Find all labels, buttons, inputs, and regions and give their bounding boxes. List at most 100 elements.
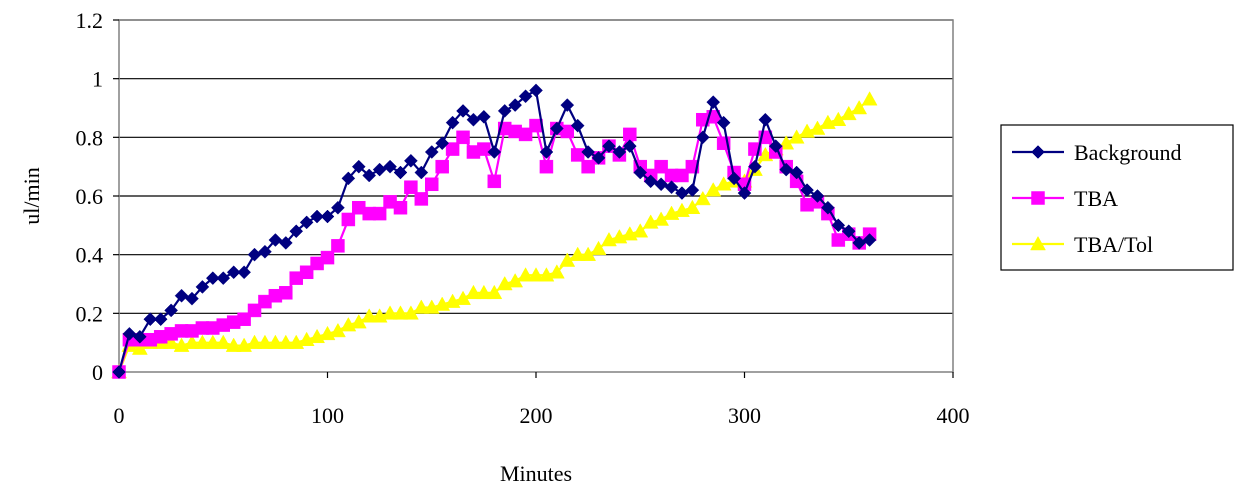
data-point-background: [216, 271, 231, 285]
data-point-background: [404, 153, 418, 168]
data-point-tba: [435, 159, 449, 174]
data-point-background: [539, 145, 554, 159]
data-point-background: [289, 224, 304, 239]
data-point-background: [456, 104, 470, 118]
y-axis-title: ul/min: [19, 167, 44, 224]
data-point-tba-tol: [392, 305, 409, 320]
data-point-background: [424, 145, 439, 159]
data-point-tba-tol: [257, 334, 273, 349]
data-point-background: [310, 209, 324, 224]
data-point-tba-tol: [486, 284, 503, 300]
data-point-background: [174, 288, 189, 303]
data-point-background: [852, 236, 867, 250]
data-point-tba: [404, 180, 418, 194]
data-point-tba-tol: [528, 267, 544, 282]
data-point-tba-tol: [517, 267, 534, 282]
y-tick-label: 1: [92, 67, 103, 92]
data-point-tba-tol: [861, 91, 878, 106]
data-point-background: [247, 247, 262, 262]
data-point-tba: [279, 286, 293, 300]
data-point-tba-tol: [225, 337, 242, 352]
data-point-background: [748, 159, 762, 174]
data-point-background: [695, 130, 710, 145]
data-point-background: [278, 236, 293, 250]
legend-label: TBA/Tol: [1074, 232, 1153, 257]
data-point-tba-tol: [184, 334, 200, 349]
data-point-background: [226, 265, 241, 280]
data-point-background: [466, 112, 481, 127]
data-point-background: [112, 365, 126, 379]
data-point-tba: [518, 127, 533, 142]
legend-label: TBA: [1074, 186, 1118, 211]
data-point-tba-tol: [204, 334, 221, 349]
data-point-background: [185, 291, 199, 306]
data-point-background: [581, 145, 595, 159]
data-point-background: [497, 104, 512, 118]
legend-item-tba-tol: TBA/Tol: [1012, 232, 1153, 257]
data-point-tba: [341, 212, 356, 227]
legend-item-background: Background: [1012, 140, 1182, 165]
data-point-background: [737, 186, 752, 200]
data-point-background: [268, 233, 283, 247]
data-point-background: [258, 244, 272, 259]
data-point-background: [549, 121, 564, 136]
data-point-background: [205, 271, 220, 285]
legend: Background TBA TBA/Tol: [1000, 124, 1234, 271]
data-point-tba-tol: [194, 334, 211, 349]
legend-marker: [1031, 145, 1045, 159]
data-point-background: [518, 89, 533, 104]
x-tick-label: 0: [114, 403, 125, 428]
data-point-tba-tol: [548, 264, 565, 279]
data-point-tba-tol: [684, 199, 701, 214]
data-point-background: [779, 162, 794, 177]
axes: 0 0.2 0.4 0.6 0.8 1 1.2 0 100 200 300 400: [76, 8, 970, 428]
y-tick-label: 1.2: [76, 8, 104, 33]
series-line-tba-tol: [117, 98, 871, 373]
data-point-tba-tol: [246, 334, 263, 349]
data-point-background: [706, 95, 721, 109]
data-point-background: [570, 118, 585, 133]
x-tick-label: 100: [311, 403, 344, 428]
data-point-background: [654, 177, 668, 192]
data-point-tba: [393, 200, 408, 215]
x-tick-label: 400: [937, 403, 970, 428]
data-point-background: [414, 165, 429, 180]
data-point-tba-tol: [413, 299, 430, 314]
data-point-tba: [299, 265, 314, 280]
data-point-background: [383, 159, 397, 174]
data-point-background: [331, 200, 345, 215]
legend-item-tba: TBA: [1012, 186, 1118, 211]
data-point-tba-tol: [475, 284, 492, 300]
data-point-background: [341, 171, 356, 186]
data-point-tba-tol: [277, 334, 294, 349]
legend-marker: [1030, 235, 1046, 251]
data-point-background: [122, 327, 137, 341]
data-point-tba: [560, 124, 575, 139]
data-point-background: [372, 162, 387, 177]
data-point-tba-tol: [382, 305, 398, 320]
x-tick-label: 300: [728, 403, 761, 428]
x-tick-label: 200: [520, 403, 553, 428]
data-point-tba: [331, 239, 345, 253]
data-point-tba: [372, 206, 387, 221]
data-point-tba: [445, 142, 460, 156]
data-point-background: [643, 174, 658, 189]
data-point-tba-tol: [632, 223, 649, 238]
data-point-tba-tol: [361, 308, 378, 323]
data-point-background: [758, 112, 773, 127]
data-point-tba-tol: [569, 246, 586, 261]
data-point-background: [831, 218, 846, 233]
data-point-tba-tol: [590, 240, 607, 256]
data-point-background: [612, 145, 627, 159]
y-tick-label: 0: [92, 360, 103, 385]
data-point-background: [821, 200, 835, 215]
data-point-tba: [675, 168, 689, 183]
data-point-tba: [487, 174, 502, 189]
data-point-tba: [570, 148, 585, 162]
data-point-tba: [425, 177, 439, 192]
data-point-background: [841, 224, 856, 239]
data-point-tba-tol: [851, 99, 868, 115]
legend-label: Background: [1074, 140, 1182, 165]
data-point-background: [132, 329, 147, 344]
